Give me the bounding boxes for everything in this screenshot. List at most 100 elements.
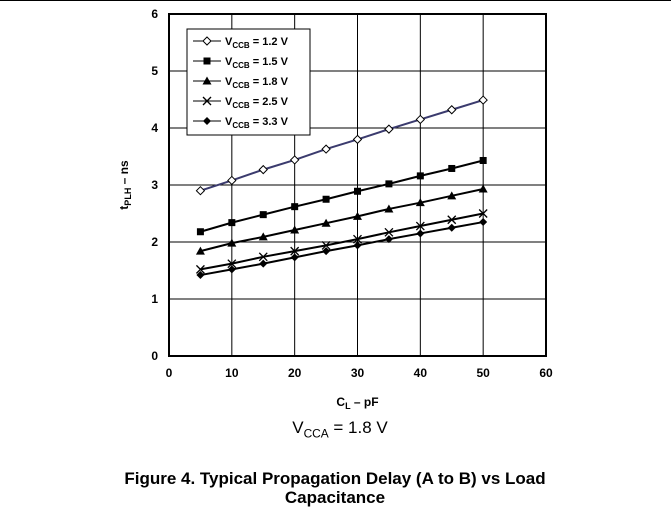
data-point [385,180,393,188]
data-point [258,232,268,241]
series-3 [195,184,488,255]
data-point [202,76,212,85]
data-point [354,187,361,195]
x-tick-label: 50 [476,366,490,380]
data-point [196,228,204,236]
y-tick-label: 1 [151,292,158,306]
y-tick-label: 6 [151,7,158,21]
data-point [479,156,487,164]
legend-label: VCCB = 1.2 V [225,36,289,50]
x-tick-label: 40 [414,366,428,380]
condition-label: VCCA = 1.8 V [292,418,388,441]
y-axis-title: tPLH – ns [117,160,133,210]
x-tick-label: 60 [539,366,553,380]
data-point [353,241,362,250]
data-point [415,221,425,231]
data-point-stroke [290,246,300,256]
data-point [290,246,300,256]
data-point [322,247,331,256]
series-1 [195,95,488,196]
data-point [202,96,212,106]
data-point [416,229,425,238]
series-line [200,99,484,192]
caption-line-1: Figure 4. Typical Propagation Delay (A t… [124,469,546,488]
data-point [447,215,457,225]
data-point [478,95,488,105]
data-point [321,218,331,227]
y-tick-label: 2 [151,235,158,249]
data-point [322,195,330,203]
top-rule [0,0,671,1]
data-point [290,225,300,234]
data-point [447,191,457,200]
series-line [200,159,484,233]
x-tick-label: 0 [166,366,173,380]
data-point [448,164,456,172]
data-point-stroke [415,221,425,231]
data-point [321,240,331,250]
data-point [447,223,456,232]
data-point [227,175,237,186]
plot-frame [168,13,547,357]
data-point [203,57,211,65]
data-point [415,198,425,207]
data-point [259,259,268,268]
data-point [353,234,362,244]
series-4 [195,209,488,274]
data-point-stroke [353,234,362,244]
data-point [416,172,424,180]
data-point [384,227,394,237]
data-point [196,271,205,280]
data-point [227,238,237,247]
data-point [227,259,237,269]
series-2 [196,156,487,236]
series-line [200,221,484,277]
data-point [258,252,268,262]
data-point [353,211,362,220]
data-point [227,265,236,274]
legend-entry-5: VCCB = 3.3 V [193,116,289,130]
data-point-stroke [258,252,268,262]
data-point-stroke [384,227,394,237]
data-point [203,117,211,125]
legend-label: VCCB = 2.5 V [225,96,289,110]
data-point-stroke [227,259,237,269]
legend-entry-2: VCCB = 1.5 V [193,56,289,70]
data-point [289,155,300,165]
legend-entry-3: VCCB = 1.8 V [193,76,289,90]
legend-entry-4: VCCB = 2.5 V [193,96,289,110]
legend-label: VCCB = 1.5 V [225,56,289,70]
data-point [384,204,394,213]
legend-entry-1: VCCB = 1.2 V [193,36,289,50]
data-point [258,164,268,175]
legend-label: VCCB = 1.8 V [225,76,289,90]
caption-line-2: Capacitance [284,488,386,507]
data-point-stroke [478,209,488,218]
data-point [202,36,212,46]
y-tick-label: 4 [151,121,158,135]
y-tick-label: 0 [151,349,158,363]
data-point [384,124,394,134]
data-point-stroke [195,264,205,274]
series-line [200,188,484,253]
series-line [200,212,484,271]
data-point-stroke [321,240,331,250]
legend-label: VCCB = 3.3 V [225,116,289,130]
y-tick-label: 5 [151,64,158,78]
data-point [195,264,205,274]
data-point [479,218,488,227]
data-point [290,253,299,262]
data-point [321,144,331,154]
data-point-stroke [447,215,457,225]
data-point [352,134,363,145]
data-point-stroke [202,96,212,106]
legend: VCCB = 1.2 V VCCB = 1.5 V VCCB = 1.8 V VCCB… [186,28,311,136]
x-tick-label: 10 [225,366,239,380]
data-point [415,114,426,125]
figure-caption: Figure 4. Typical Propagation Delay (A t… [60,469,610,507]
tick-labels: 0 10 20 30 40 50 60 0 1 2 3 4 5 6 [151,7,553,380]
data-point [228,219,236,227]
data-point [478,209,488,218]
series-5 [196,218,488,280]
data-point [478,184,488,193]
